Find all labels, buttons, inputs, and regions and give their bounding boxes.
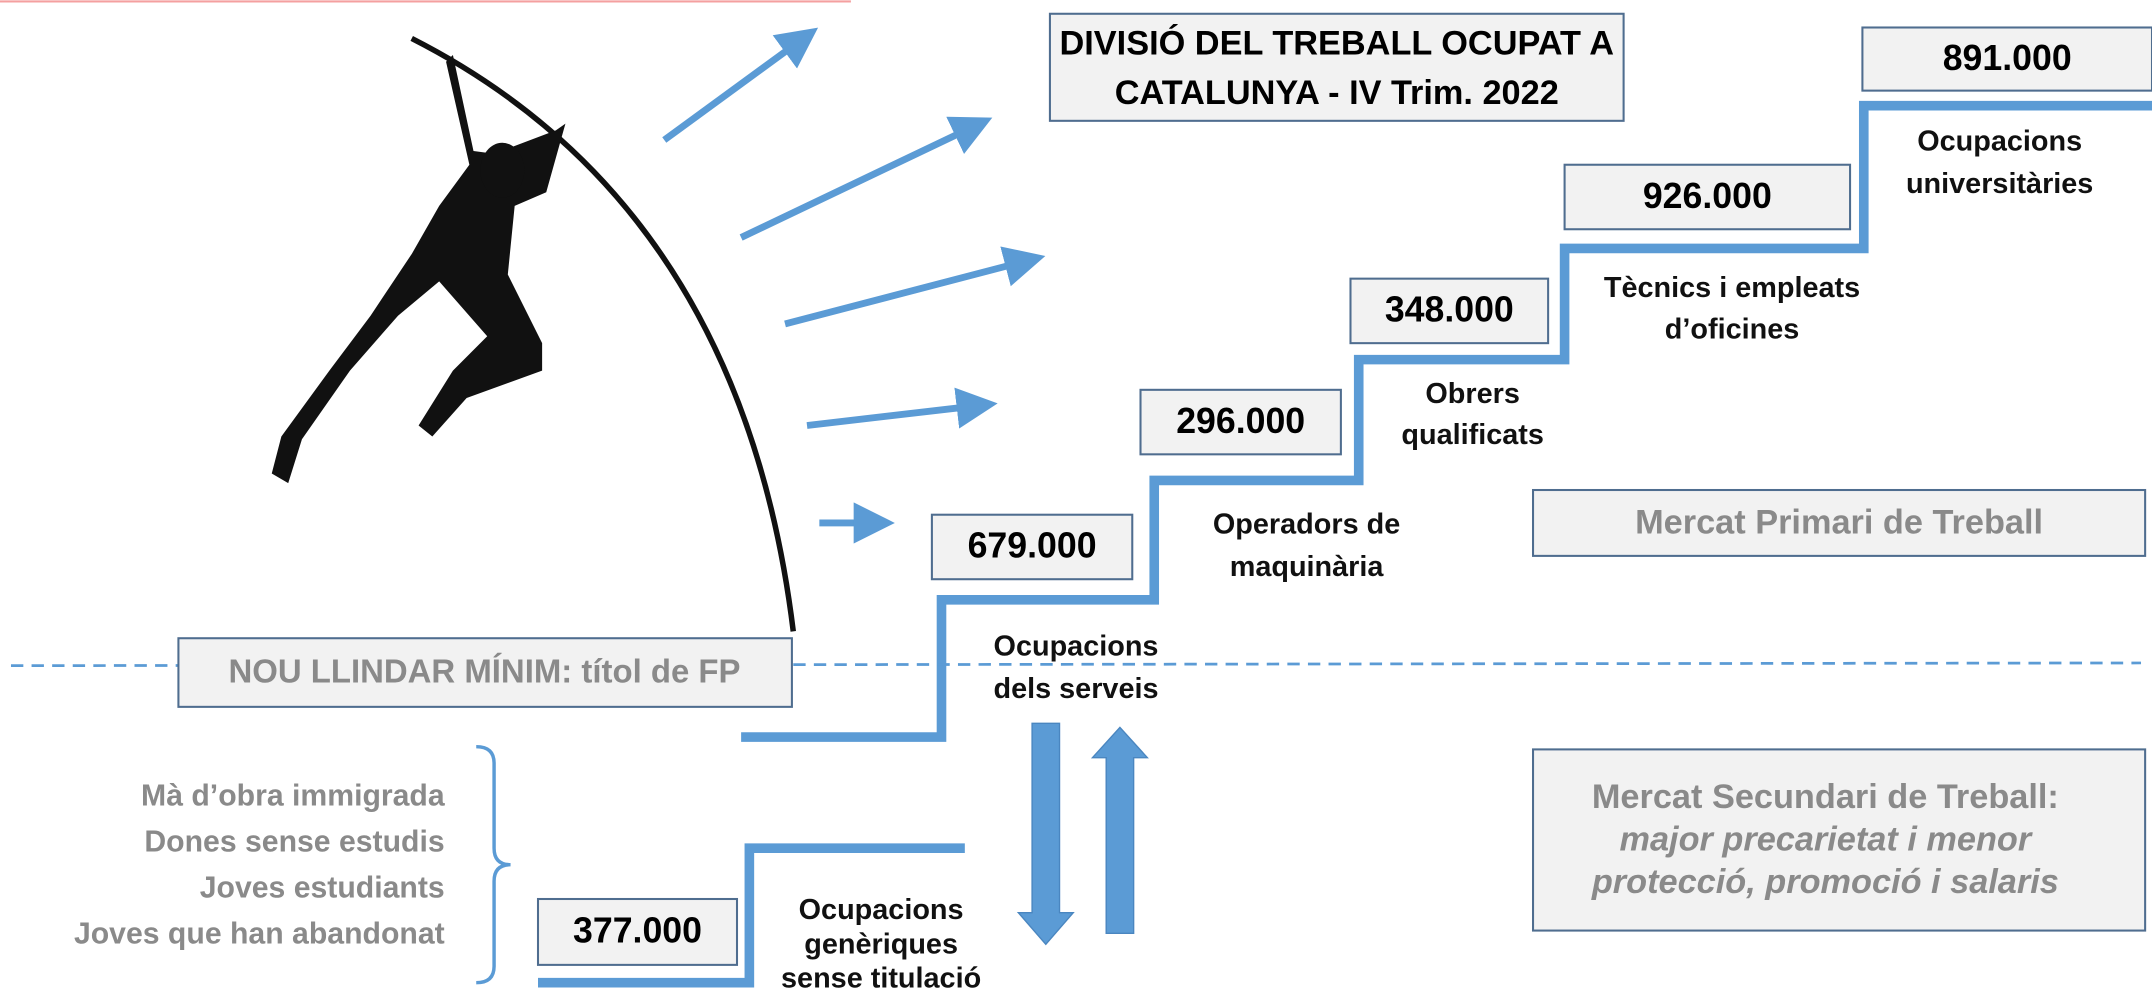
category-label: Operadors de (1213, 508, 1400, 540)
primary-market: Mercat Primari de Treball (1635, 503, 2043, 541)
category-label: Ocupacions (994, 630, 1159, 662)
category-label: Obrers (1425, 378, 1519, 410)
lower-staircase (538, 843, 965, 988)
secondary-market-line: Mercat Secundari de Treball: (1592, 778, 2059, 816)
value-box (1861, 26, 2152, 92)
category-label: Ocupacions (799, 894, 964, 926)
category-label: genèriques (804, 928, 958, 960)
title-line: DIVISIÓ DEL TREBALL OCUPAT A (1060, 22, 1615, 62)
category-label: Tècnics i empleats (1604, 272, 1860, 304)
value-label: 377.000 (573, 911, 702, 951)
threshold-box (177, 637, 793, 708)
category-label: qualificats (1401, 419, 1544, 451)
category-label: maquinària (1230, 551, 1385, 583)
category-label: sense titulació (781, 963, 981, 991)
pole-vaulter (271, 36, 796, 632)
staircase (741, 100, 2152, 742)
group-label: Joves que han abandonat (74, 917, 445, 950)
value-box (1139, 388, 1342, 456)
brace (476, 744, 511, 985)
value-label: 348.000 (1385, 290, 1514, 330)
value-label: 926.000 (1643, 176, 1772, 216)
value-box (1349, 277, 1550, 345)
value-label: 296.000 (1176, 401, 1305, 441)
category-label: Ocupacions (1917, 125, 2082, 157)
group-label: Joves estudiants (200, 871, 445, 904)
value-label: 679.000 (968, 526, 1097, 566)
secondary-box (1531, 748, 2147, 932)
value-box (930, 513, 1134, 581)
category-label: dels serveis (994, 673, 1159, 705)
category-label: universitàries (1906, 168, 2093, 200)
title-box (1048, 12, 1625, 122)
secondary-market-line: protecció, promoció i salaris (1591, 863, 2059, 901)
secondary-market-line: major precarietat i menor (1619, 820, 2032, 858)
value-label: 891.000 (1943, 38, 2072, 78)
arrows (662, 27, 1149, 946)
category-label: d’oficines (1665, 313, 1799, 345)
value-box (536, 897, 739, 966)
title-line: CATALUNYA - IV Trim. 2022 (1115, 74, 1559, 112)
value-box (1563, 163, 1852, 231)
group-label: Dones sense estudis (144, 825, 444, 858)
primary-box (1531, 488, 2147, 557)
group-label: Mà d’obra immigrada (141, 779, 445, 812)
threshold-label: NOU LLINDAR MÍNIM: títol de FP (228, 653, 740, 690)
